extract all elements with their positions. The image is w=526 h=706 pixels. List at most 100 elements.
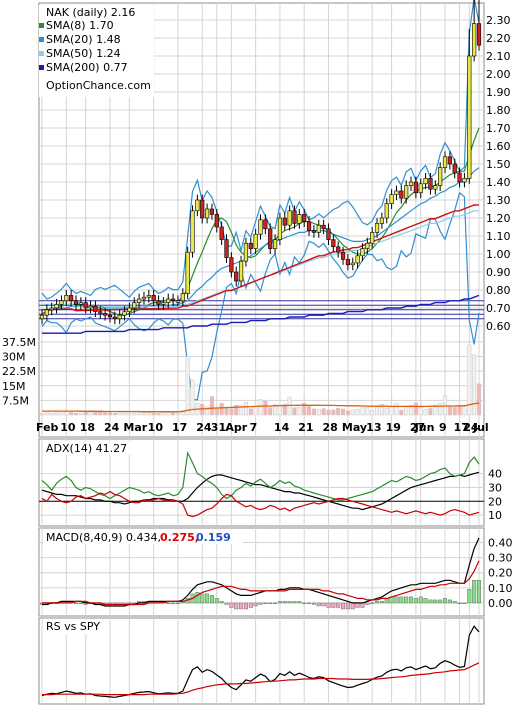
- volume-bar: [307, 406, 312, 416]
- candle-body: [306, 221, 312, 231]
- macd-histogram-bar: [311, 602, 316, 605]
- volume-bar: [336, 407, 341, 416]
- candle-body: [253, 233, 258, 249]
- macd-histogram-bar: [447, 599, 452, 604]
- volume-bar: [350, 409, 355, 416]
- volume-bar: [122, 412, 127, 416]
- x-tick-label: 19: [386, 421, 401, 434]
- macd-histogram-bar: [413, 598, 418, 604]
- x-tick-label: 27: [410, 421, 425, 434]
- candle-body: [44, 309, 49, 316]
- x-tick-label: 24: [196, 421, 212, 434]
- volume-bar: [447, 405, 452, 416]
- volume-bar: [190, 379, 195, 416]
- macd-histogram-bar: [326, 602, 331, 608]
- candle-body: [384, 203, 389, 219]
- candle-body: [54, 304, 59, 309]
- candle-body: [156, 300, 161, 305]
- legend-swatch-sma8: [39, 23, 44, 28]
- macd-histogram-bar: [282, 601, 287, 604]
- macd-histogram-bar: [370, 602, 375, 604]
- candle-body: [39, 314, 45, 320]
- legend-swatch-sma50: [39, 51, 44, 56]
- x-tick-label: Jun: [414, 421, 435, 434]
- volume-bar: [93, 411, 98, 416]
- candle-body: [73, 300, 79, 305]
- candle-body: [476, 23, 482, 46]
- price-legend: SMA(8) 1.70 SMA(20) 1.48 SMA(50) 1.24 SM…: [39, 19, 151, 92]
- price-y-tick: 1.00: [486, 248, 511, 261]
- volume-bar: [404, 405, 409, 416]
- macd-histogram-bar: [394, 596, 399, 604]
- macd-histogram-bar: [457, 602, 462, 604]
- legend-sma50: SMA(50) 1.24: [46, 47, 121, 60]
- x-tick-label: Apr: [225, 421, 247, 434]
- volume-bar: [156, 413, 161, 416]
- macd-histogram-bar: [316, 602, 321, 607]
- volume-bar: [273, 404, 278, 416]
- volume-bar: [462, 405, 467, 416]
- candle-body: [408, 181, 414, 186]
- macd-histogram-bar: [234, 602, 239, 610]
- macd-line-1: [42, 560, 480, 606]
- volume-bar: [340, 408, 346, 416]
- volume-bar: [141, 412, 147, 416]
- macd-histogram-bar: [195, 592, 200, 604]
- macd-signal-value: 0.275,: [160, 531, 199, 544]
- macd-histogram-bar: [166, 602, 171, 604]
- candle-body: [394, 190, 399, 195]
- macd-line-0: [42, 537, 480, 607]
- volume-bar: [239, 405, 244, 416]
- volume-bar: [423, 409, 428, 416]
- candle-body: [200, 199, 205, 219]
- x-tick-label: 10: [60, 421, 76, 434]
- candle-body: [389, 194, 394, 204]
- candle-body: [190, 210, 195, 253]
- trend-line-red: [41, 204, 480, 312]
- volume-bar: [112, 412, 117, 416]
- macd-histogram-bar: [321, 602, 326, 607]
- volume-bar: [180, 409, 185, 416]
- macd-histogram-bar: [307, 602, 312, 604]
- x-tick-label: 17: [454, 421, 469, 434]
- candle-body: [399, 190, 404, 199]
- volume-y-tick: 15M: [2, 380, 26, 393]
- volume-bar: [360, 407, 365, 416]
- price-y-tick: 1.70: [486, 122, 511, 135]
- volume-bar: [209, 396, 214, 416]
- volume-bar: [379, 404, 384, 416]
- candle-body: [263, 219, 268, 230]
- candle-body: [447, 156, 452, 165]
- macd-histogram-bar: [433, 599, 438, 604]
- candle-body: [248, 242, 253, 249]
- macd-histogram-bar: [73, 602, 78, 604]
- macd-histogram-bar: [224, 602, 229, 605]
- macd-histogram-bar: [248, 602, 253, 608]
- rs-panel: [38, 617, 485, 705]
- volume-bar: [73, 412, 79, 416]
- macd-histogram-bar: [229, 602, 234, 608]
- macd-histogram-bar: [404, 596, 409, 604]
- volume-bar: [44, 412, 49, 416]
- macd-histogram-bar: [273, 602, 278, 604]
- price-y-tick: 2.10: [486, 50, 511, 63]
- x-tick-label: 18: [80, 421, 95, 434]
- legend-sma200: SMA(200) 0.77: [46, 61, 128, 74]
- volume-bar: [64, 411, 69, 416]
- adx-line-2: [41, 490, 480, 518]
- volume-bar: [78, 412, 83, 416]
- rs-title-box: [43, 620, 105, 634]
- volume-bar: [219, 403, 224, 416]
- sma-line-3: [42, 294, 480, 334]
- volume-bar: [107, 412, 113, 416]
- volume-bar: [39, 412, 45, 416]
- candle-body: [360, 248, 365, 257]
- macd-title: MACD(8,40,9) 0.434,: [46, 531, 161, 544]
- macd-histogram-bar: [336, 602, 341, 608]
- volume-bar: [292, 407, 297, 416]
- candle-body: [345, 259, 351, 266]
- volume-bar: [127, 412, 132, 416]
- volume-bar: [243, 402, 248, 416]
- price-y-tick: 1.10: [486, 230, 511, 243]
